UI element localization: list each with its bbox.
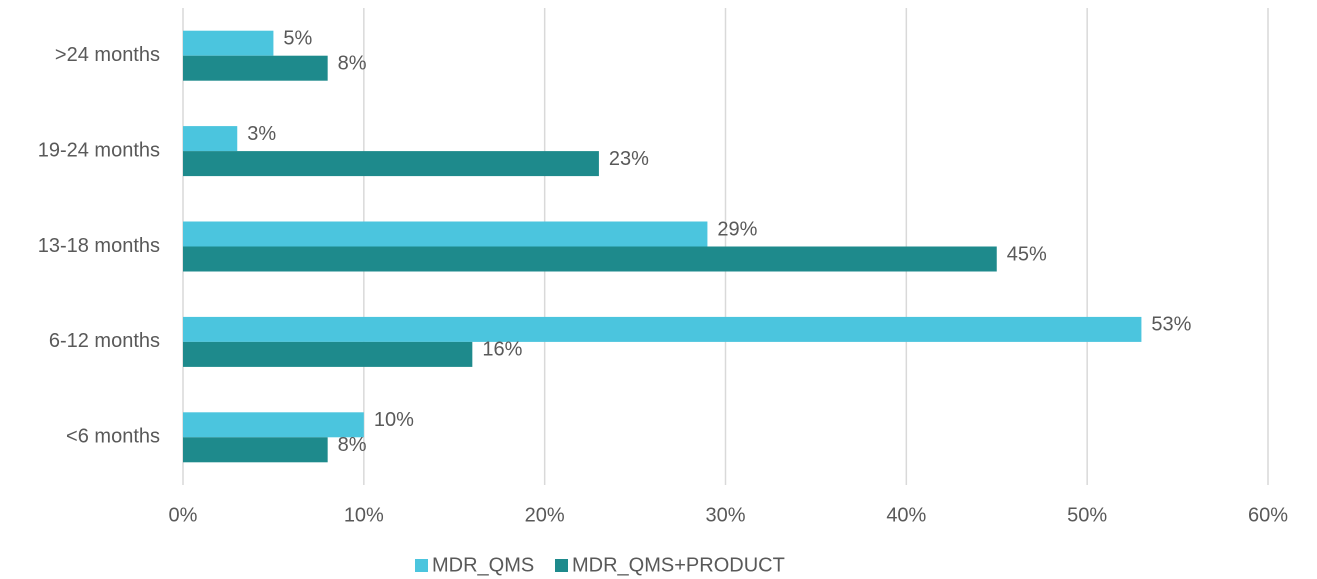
bar bbox=[183, 246, 997, 272]
bar bbox=[183, 55, 328, 81]
data-label: 3% bbox=[247, 123, 276, 145]
x-tick-label: 10% bbox=[344, 504, 384, 526]
x-tick-label: 20% bbox=[525, 504, 565, 526]
data-label: 5% bbox=[283, 27, 312, 49]
bar bbox=[183, 30, 274, 56]
y-tick-label: 6-12 months bbox=[49, 330, 160, 352]
data-label: 10% bbox=[374, 409, 414, 431]
data-label: 23% bbox=[609, 148, 649, 170]
x-tick-label: 60% bbox=[1248, 504, 1288, 526]
data-label: 8% bbox=[338, 434, 367, 456]
legend-label: MDR_QMS+PRODUCT bbox=[572, 554, 785, 576]
legend-swatch bbox=[415, 559, 428, 572]
bar bbox=[183, 221, 708, 247]
x-tick-label: 50% bbox=[1067, 504, 1107, 526]
x-tick-label: 30% bbox=[705, 504, 745, 526]
x-tick-label: 40% bbox=[886, 504, 926, 526]
legend-label: MDR_QMS bbox=[432, 554, 534, 576]
bar bbox=[183, 412, 364, 438]
bar bbox=[183, 437, 328, 463]
y-tick-label: 13-18 months bbox=[38, 235, 160, 257]
bar bbox=[183, 341, 473, 367]
bar bbox=[183, 316, 1142, 342]
data-label: 29% bbox=[717, 218, 757, 240]
y-tick-label: 19-24 months bbox=[38, 139, 160, 161]
data-label: 53% bbox=[1151, 314, 1191, 336]
data-label: 45% bbox=[1007, 243, 1047, 265]
bar bbox=[183, 126, 238, 152]
data-label: 16% bbox=[482, 339, 522, 361]
x-tick-label: 0% bbox=[169, 504, 198, 526]
legend-swatch bbox=[555, 559, 568, 572]
y-tick-label: >24 months bbox=[55, 44, 160, 66]
data-label: 8% bbox=[338, 52, 367, 74]
y-tick-label: <6 months bbox=[66, 426, 160, 448]
bar bbox=[183, 151, 599, 177]
